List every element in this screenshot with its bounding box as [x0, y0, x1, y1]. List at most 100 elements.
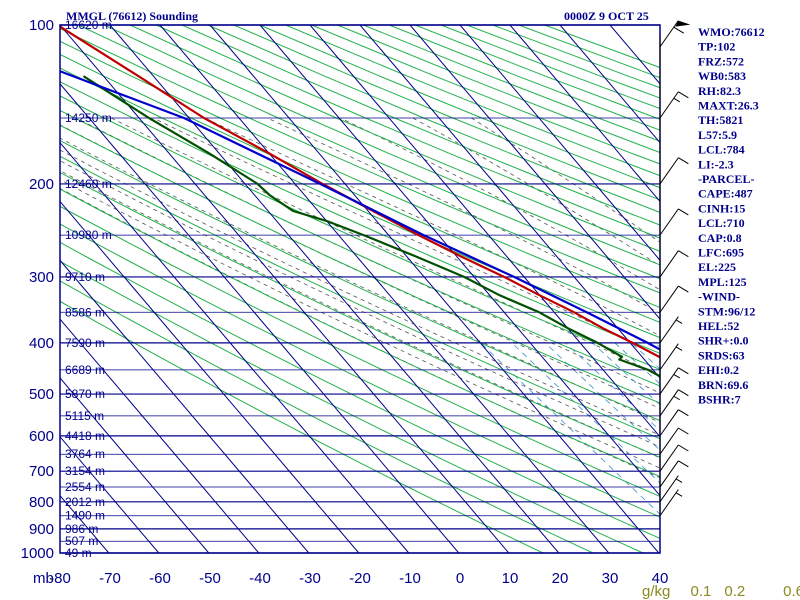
height-label: 16620 m: [65, 18, 112, 32]
temperature-line: [60, 25, 660, 359]
pressure-tick-label: 1000: [21, 545, 54, 562]
wind-barb: [659, 444, 679, 472]
height-label: 986 m: [65, 522, 98, 536]
wind-pennant: [675, 20, 691, 27]
wind-feather: [678, 444, 689, 452]
wind-barb: [659, 367, 679, 395]
wind-barb: [659, 91, 679, 119]
wind-feather: [678, 157, 689, 165]
height-label: 8586 m: [65, 305, 105, 319]
height-label: 4418 m: [65, 429, 105, 443]
height-label: 1490 m: [65, 509, 105, 523]
mixing-ratio-line: [733, 343, 800, 553]
isotherm: [459, 25, 660, 262]
index-value: STM:96/12: [698, 304, 755, 318]
pressure-unit-label: mb: [33, 570, 54, 587]
height-labels: 16620 m 14250 m 12460 m 10980 m 9710 m 8586 m…: [65, 18, 112, 560]
wind-barb: [659, 409, 679, 437]
wind-barb: [659, 343, 679, 371]
pressure-tick-label: 200: [29, 176, 54, 193]
pressure-tick-label: 500: [29, 386, 54, 403]
mixing-ratio-labels: 0.10.20.61.02.03.05.010.020.040.0: [690, 583, 800, 600]
dry-adiabat: [60, 109, 660, 387]
pressure-tick-label: 900: [29, 521, 54, 538]
mixing-ratio-label: 0.2: [724, 583, 745, 600]
mixing-ratio-line: [592, 342, 660, 406]
dry-adiabat: [60, 171, 660, 458]
height-label: 5115 m: [65, 409, 104, 423]
isotherm: [760, 25, 800, 553]
index-value: SHR+:0.0: [698, 334, 749, 348]
isotherm: [60, 83, 460, 553]
mixing-ratio-line: [756, 343, 800, 553]
stability-indices: WMO:76612TP:102FRZ:572WB0:583RH:82.3MAXT…: [698, 25, 765, 407]
pressure-axis-labels: 100 200 300 400 500 600 700 800 900 1000: [21, 17, 54, 562]
wind-feather: [678, 460, 689, 468]
height-label: 7590 m: [65, 336, 105, 350]
dry-adiabat: [78, 25, 660, 280]
mixing-ratio-label: 0.6: [783, 583, 800, 600]
dry-adiabat: [60, 139, 660, 422]
isotherm: [60, 200, 360, 553]
wind-barb: [659, 475, 679, 503]
index-value: LCL:710: [698, 216, 745, 230]
temperature-tick-label: -40: [249, 570, 271, 587]
pressure-tick-label: 600: [29, 428, 54, 445]
index-value: LFC:695: [698, 246, 744, 260]
mixing-ratio-lines: [480, 342, 800, 553]
temperature-axis-labels: -80 -70 -60 -50 -40 -30 -20 -10 0 10 20 30 40: [49, 570, 668, 587]
isotherm: [60, 435, 160, 553]
dry-adiabat: [60, 124, 660, 404]
height-label: 6689 m: [65, 363, 105, 377]
index-value: RH:82.3: [698, 84, 741, 98]
height-label: 3764 m: [65, 447, 105, 461]
dry-adiabat: [60, 188, 660, 478]
mixing-ratio-line: [781, 343, 800, 553]
index-value: MPL:125: [698, 275, 747, 289]
index-value: -WIND-: [698, 290, 740, 304]
height-label: 5870 m: [65, 387, 105, 401]
index-value: MAXT:26.3: [698, 99, 759, 113]
moist-adiabat: [60, 160, 660, 448]
index-value: EL:225: [698, 260, 736, 274]
wind-feather: [678, 367, 689, 375]
wind-half-feather: [675, 346, 683, 351]
index-value: CAPE:487: [698, 187, 753, 201]
temperature-tick-label: -80: [49, 570, 71, 587]
height-label: 49 m: [65, 546, 92, 560]
profile-lines: [60, 25, 660, 378]
moist-adiabat: [60, 179, 660, 469]
mixing-ratio-unit-label: g/kg: [642, 583, 670, 600]
wind-feather: [678, 389, 689, 397]
height-label: 10980 m: [65, 228, 112, 242]
temperature-tick-label: -30: [299, 570, 321, 587]
isotherm: [509, 25, 660, 203]
index-value: BRN:69.6: [698, 378, 748, 392]
isotherm: [0, 25, 9, 553]
moist-adiabat: [267, 117, 660, 314]
isotherm: [259, 25, 660, 497]
isotherm: [60, 377, 210, 553]
height-label: 9710 m: [65, 270, 105, 284]
wind-profile: [659, 20, 691, 517]
mixing-ratio-label: 0.1: [690, 583, 711, 600]
pressure-tick-label: 800: [29, 494, 54, 511]
temperature-tick-label: -20: [349, 570, 371, 587]
dry-adiabat: [60, 205, 660, 498]
wind-half-feather: [673, 395, 681, 401]
index-value: WB0:583: [698, 69, 746, 83]
wind-feather: [678, 250, 689, 258]
dry-adiabat: [60, 53, 660, 323]
height-label: 2012 m: [65, 495, 105, 509]
wind-barb: [659, 208, 679, 236]
temperature-tick-label: -50: [199, 570, 221, 587]
index-value: BSHR:7: [698, 393, 741, 407]
index-value: TH:5821: [698, 113, 743, 127]
moist-adiabat: [111, 117, 660, 377]
height-label: 507 m: [65, 534, 98, 548]
temperature-tick-label: -70: [99, 570, 121, 587]
isotherm: [409, 25, 660, 320]
isotherm: [60, 259, 310, 553]
wind-feather: [673, 26, 685, 34]
index-value: L57:5.9: [698, 128, 737, 142]
